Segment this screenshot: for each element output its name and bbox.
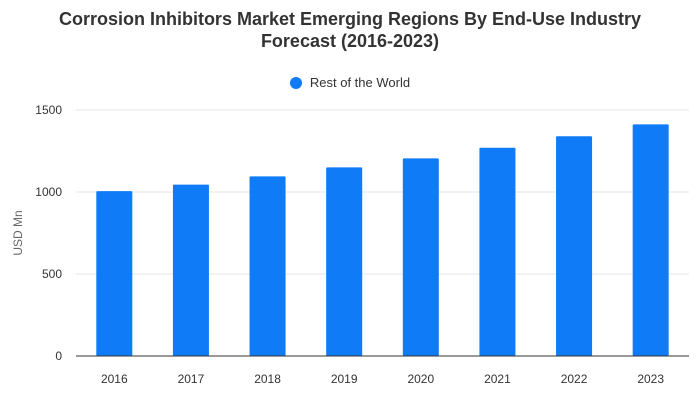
bar-2018[interactable] xyxy=(249,176,286,356)
y-tick-label: 1500 xyxy=(35,103,62,117)
grid-lines xyxy=(76,109,689,275)
y-axis-title: USD Mn xyxy=(11,210,25,255)
chart-title-line-1: Corrosion Inhibitors Market Emerging Reg… xyxy=(58,9,642,29)
y-tick-label: 0 xyxy=(55,349,62,363)
bar-2020[interactable] xyxy=(402,158,439,356)
x-tick-label: 2017 xyxy=(178,372,205,386)
x-tick-label: 2023 xyxy=(637,372,664,386)
x-tick-label: 2018 xyxy=(254,372,281,386)
x-tick-label: 2021 xyxy=(484,372,511,386)
bar-2017[interactable] xyxy=(172,184,209,356)
legend-marker-icon xyxy=(289,76,302,89)
y-tick-label: 1000 xyxy=(35,185,62,199)
x-tick-label: 2016 xyxy=(101,372,128,386)
bar-2019[interactable] xyxy=(326,167,363,356)
tick-labels: 0 500 1000 1500 2016 2017 2018 2019 2020 2021 2022… xyxy=(11,103,664,386)
legend-label: Rest of the World xyxy=(309,75,411,90)
x-tick-label: 2020 xyxy=(407,372,434,386)
chart-title: Corrosion Inhibitors Market Emerging Reg… xyxy=(0,8,700,52)
bars xyxy=(96,124,669,356)
bar-2016[interactable] xyxy=(96,191,133,356)
y-tick-label: 500 xyxy=(42,267,62,281)
chart-title-line-2: Forecast (2016-2023) xyxy=(260,31,440,51)
x-tick-label: 2022 xyxy=(561,372,588,386)
bar-2021[interactable] xyxy=(479,147,516,356)
legend[interactable]: Rest of the World xyxy=(0,75,700,90)
bar-2022[interactable] xyxy=(556,136,593,356)
x-tick-label: 2019 xyxy=(331,372,358,386)
bar-2023[interactable] xyxy=(632,124,669,356)
